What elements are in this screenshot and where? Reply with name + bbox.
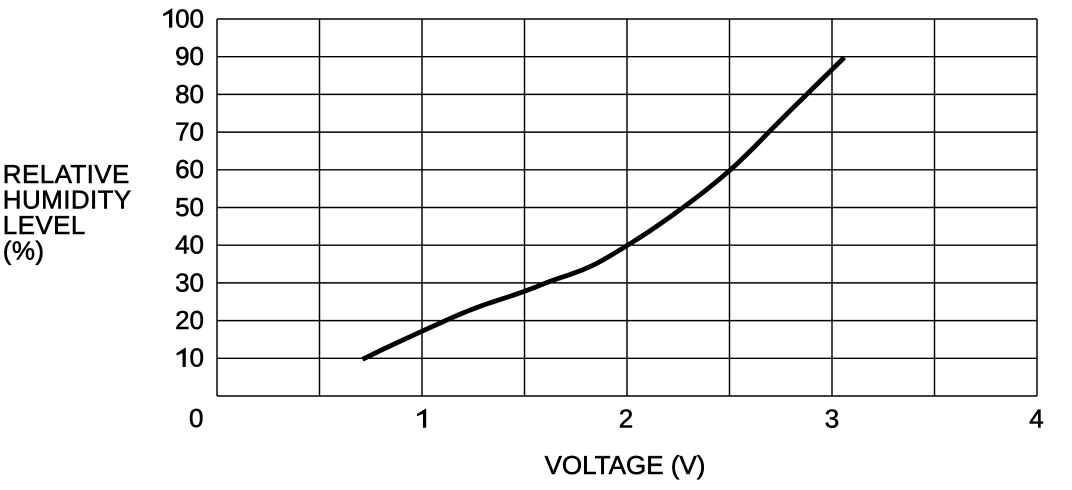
svg-text:4: 4 bbox=[1029, 404, 1043, 434]
svg-text:30: 30 bbox=[175, 267, 204, 297]
svg-text:50: 50 bbox=[175, 192, 204, 222]
svg-text:VOLTAGE (V): VOLTAGE (V) bbox=[545, 450, 706, 480]
svg-text:90: 90 bbox=[175, 41, 204, 71]
svg-text:3: 3 bbox=[825, 404, 839, 434]
svg-text:80: 80 bbox=[175, 79, 204, 109]
svg-text:00: 00 bbox=[175, 3, 204, 33]
svg-text:20: 20 bbox=[175, 305, 204, 335]
svg-text:70: 70 bbox=[175, 117, 204, 147]
svg-text:60: 60 bbox=[175, 154, 204, 184]
svg-text:2: 2 bbox=[619, 404, 633, 434]
svg-text:40: 40 bbox=[175, 230, 204, 260]
svg-text:HUMIDITY: HUMIDITY bbox=[3, 184, 132, 214]
svg-text:0: 0 bbox=[189, 403, 203, 433]
svg-text:LEVEL: LEVEL bbox=[3, 210, 86, 240]
svg-text:RELATIVE: RELATIVE bbox=[3, 159, 130, 189]
svg-text:(%): (%) bbox=[3, 236, 45, 266]
svg-text:0: 0 bbox=[190, 343, 204, 373]
